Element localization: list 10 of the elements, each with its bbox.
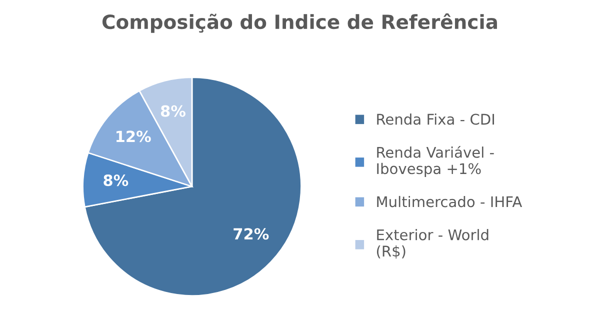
data-label: 8% xyxy=(104,174,128,186)
pie-slice xyxy=(84,76,302,296)
legend-label: Renda Variável - Ibovespa +1% xyxy=(377,146,494,177)
legend-label: Exterior - World (R$) xyxy=(376,229,488,259)
data-label: 12% xyxy=(116,130,151,142)
data-label: 72% xyxy=(234,228,269,240)
chart-title: Composição do Indice de Referência xyxy=(102,13,497,33)
data-label: 8% xyxy=(160,105,186,117)
legend-label: Multimercado - IHFA xyxy=(377,196,522,208)
legend-label: Renda Fixa - CDI xyxy=(377,113,494,125)
